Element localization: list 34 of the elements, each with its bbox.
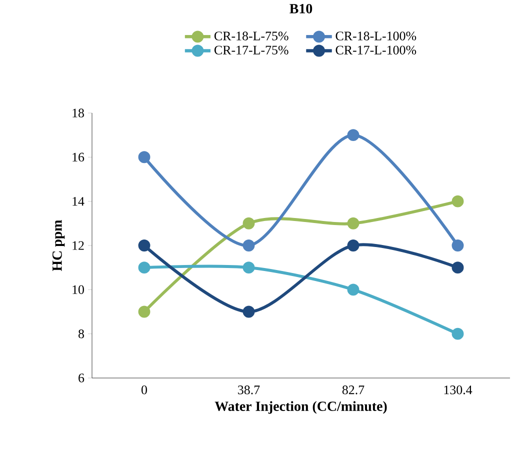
y-tick-label: 8 (78, 329, 84, 338)
chart-title: B10 (290, 4, 312, 14)
point (242, 217, 255, 230)
point (452, 195, 464, 208)
point (138, 306, 150, 318)
point (242, 262, 255, 274)
point (138, 240, 150, 252)
point (138, 262, 150, 274)
point (138, 151, 150, 164)
point (452, 240, 464, 252)
legend-label: CR-17-L-75% (214, 46, 288, 54)
legend-label: CR-17-L-100% (336, 46, 416, 54)
point (347, 240, 360, 252)
point (347, 217, 360, 230)
y-tick-label: 10 (72, 285, 84, 294)
y-axis-title: HC ppm (52, 220, 65, 272)
x-tick-label: 38.7 (238, 386, 260, 394)
point (242, 306, 255, 318)
y-tick-label: 12 (72, 241, 84, 250)
y-tick-label: 6 (78, 374, 84, 382)
y-tick-label: 18 (72, 108, 84, 118)
legend-label: CR-18-L-75% (214, 32, 288, 40)
x-tick-label: 82.7 (342, 386, 364, 394)
x-tick-label: 0 (142, 386, 147, 394)
legend-label: CR-18-L-100% (336, 32, 416, 40)
point (452, 328, 464, 340)
point (347, 129, 360, 142)
y-tick-label: 16 (72, 152, 84, 162)
y-tick-label: 14 (72, 197, 84, 206)
point (242, 240, 255, 252)
point (347, 284, 360, 296)
point (452, 262, 464, 274)
x-axis-title: Water Injection (CC/minute) (214, 401, 387, 414)
x-tick-label: 130.4 (444, 386, 472, 394)
